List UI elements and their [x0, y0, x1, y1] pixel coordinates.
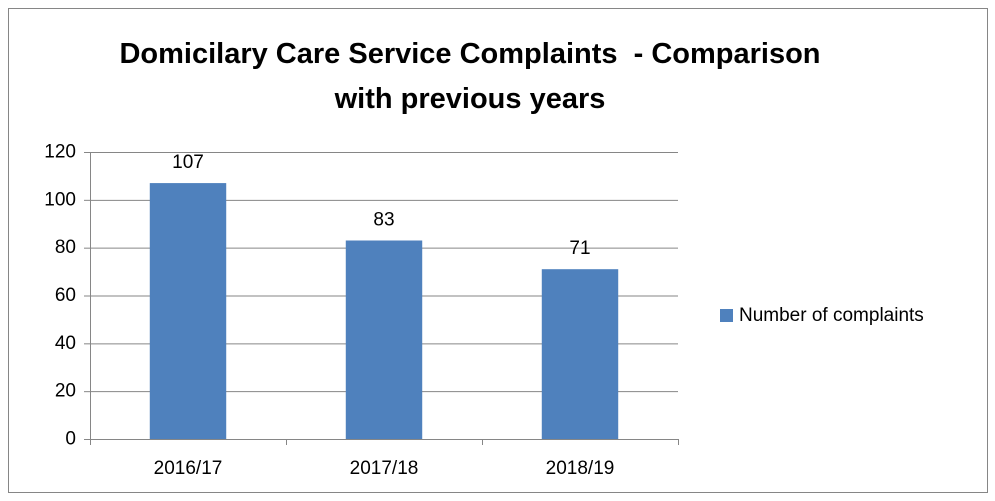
- data-label: 107: [172, 152, 204, 173]
- legend-swatch: [720, 309, 733, 322]
- y-tick-label: 0: [65, 429, 76, 450]
- chart-title: Domicilary Care Service Complaints - Com…: [119, 38, 829, 115]
- y-tick-label: 120: [44, 142, 76, 163]
- bar: [149, 183, 227, 439]
- x-tick-label: 2018/19: [546, 458, 615, 479]
- data-label: 71: [569, 238, 590, 259]
- x-tick-label: 2016/17: [154, 458, 223, 479]
- y-tick-label: 80: [55, 237, 76, 258]
- x-tick-label: 2017/18: [350, 458, 419, 479]
- bar: [345, 240, 423, 439]
- y-tick-label: 60: [55, 285, 76, 306]
- bar: [541, 269, 619, 439]
- data-label: 83: [373, 210, 394, 231]
- y-tick-label: 100: [44, 189, 76, 210]
- legend-label: Number of complaints: [739, 305, 924, 326]
- y-tick-label: 40: [55, 333, 76, 354]
- y-tick-label: 20: [55, 381, 76, 402]
